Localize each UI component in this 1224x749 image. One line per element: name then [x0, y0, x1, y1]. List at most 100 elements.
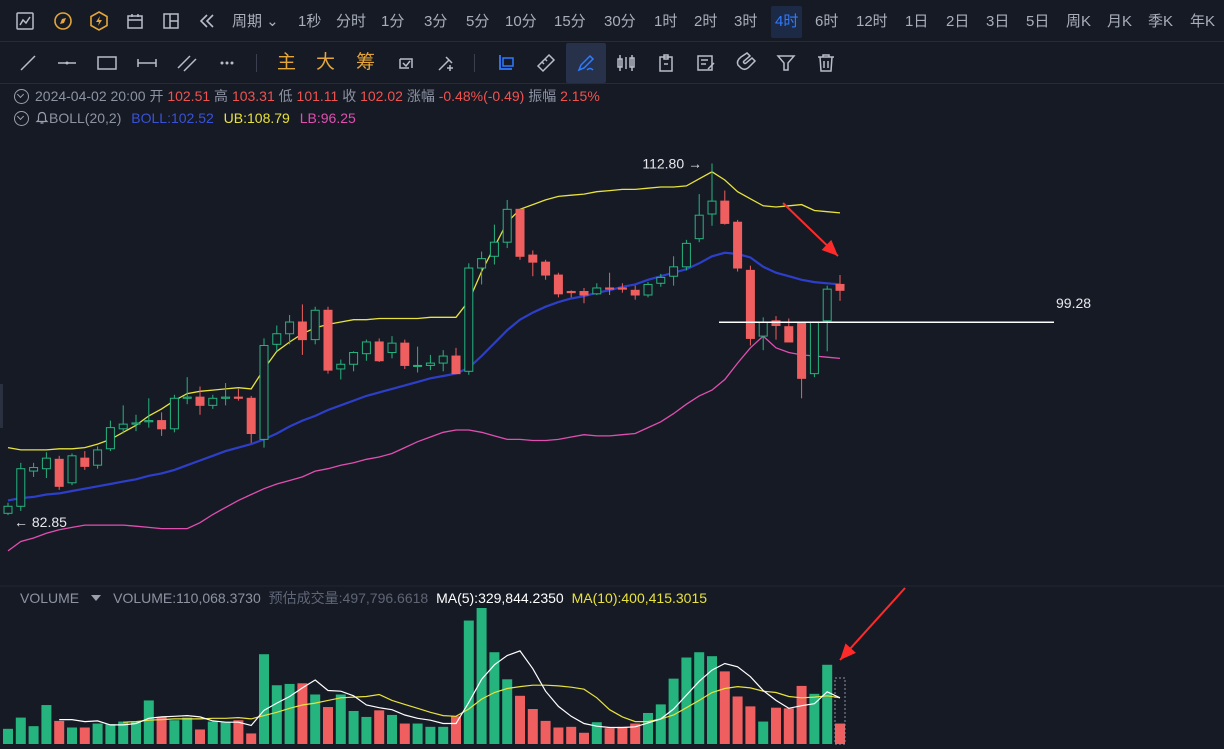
volume-bar[interactable] — [527, 709, 538, 744]
lightning-icon[interactable] — [88, 10, 110, 32]
volume-bar[interactable] — [643, 712, 653, 744]
period-tab[interactable]: 12时 — [856, 13, 888, 30]
candle[interactable] — [528, 250, 538, 277]
candle[interactable] — [579, 287, 589, 304]
volume-bar[interactable] — [617, 726, 628, 744]
candle[interactable] — [566, 290, 576, 298]
collapse-toggle-icon[interactable] — [14, 89, 29, 104]
volume-bar[interactable] — [771, 707, 781, 744]
period-tab[interactable]: 年K — [1190, 13, 1216, 30]
volume-bar[interactable] — [310, 694, 321, 744]
candle[interactable] — [438, 350, 448, 372]
volume-bar[interactable] — [668, 678, 679, 744]
annotation-arrow-volume[interactable] — [839, 587, 906, 661]
candle[interactable] — [413, 346, 423, 373]
volume-bar[interactable] — [502, 679, 513, 744]
period-tab[interactable]: 3日 — [986, 13, 1010, 30]
volume-bar[interactable] — [566, 726, 577, 744]
period-tab[interactable]: 5分 — [466, 13, 490, 30]
horizontal-line-icon[interactable] — [55, 51, 79, 75]
volume-bar[interactable] — [835, 723, 845, 744]
candle[interactable] — [259, 338, 269, 448]
volume-bar[interactable] — [438, 726, 449, 744]
period-tab[interactable]: 4时 — [771, 6, 803, 38]
period-tab[interactable]: 6时 — [815, 13, 839, 30]
period-tab[interactable]: 2时 — [694, 13, 718, 30]
volume-bar[interactable] — [361, 716, 372, 744]
volume-bar[interactable] — [92, 723, 103, 744]
indicator-toggle-2[interactable]: 大 — [316, 52, 336, 73]
candle[interactable] — [118, 405, 128, 434]
volume-bar[interactable] — [323, 707, 333, 744]
volume-bar[interactable] — [579, 732, 589, 744]
volume-bar[interactable] — [463, 620, 474, 744]
candle[interactable] — [451, 347, 461, 375]
candle[interactable] — [221, 383, 231, 406]
candle[interactable] — [272, 325, 282, 352]
period-tab[interactable]: 1时 — [654, 13, 678, 30]
candle[interactable] — [374, 338, 384, 362]
candle[interactable] — [323, 306, 333, 374]
volume-bar[interactable] — [451, 716, 461, 744]
indicator-toggle-1[interactable]: 主 — [277, 52, 297, 73]
candle[interactable] — [489, 224, 499, 265]
candle[interactable] — [515, 208, 525, 260]
volume-bar[interactable] — [745, 706, 756, 744]
measure-icon[interactable] — [135, 51, 159, 75]
pencil-icon[interactable] — [566, 43, 606, 83]
area-chart-icon[interactable] — [14, 10, 36, 32]
volume-bar[interactable] — [758, 721, 769, 744]
period-tab[interactable]: 月K — [1107, 13, 1133, 30]
candle[interactable] — [656, 273, 666, 287]
period-tab[interactable]: 5日 — [1026, 13, 1050, 30]
candle[interactable] — [733, 219, 743, 272]
volume-bar[interactable] — [655, 704, 666, 744]
volume-bar[interactable] — [604, 728, 615, 744]
candle[interactable] — [387, 336, 397, 359]
compass-icon[interactable] — [52, 10, 74, 32]
volume-bar[interactable] — [374, 710, 385, 744]
copy-icon[interactable] — [494, 51, 518, 75]
candle[interactable] — [182, 377, 192, 405]
candle[interactable] — [477, 251, 487, 285]
volume-bar[interactable] — [707, 656, 717, 744]
candle[interactable] — [93, 446, 103, 469]
volume-bar[interactable] — [719, 671, 730, 744]
volume-bar[interactable] — [425, 726, 436, 744]
candle[interactable] — [41, 452, 51, 479]
period-tab[interactable]: 1秒 — [298, 13, 322, 30]
candle[interactable] — [297, 304, 307, 355]
volume-bar[interactable] — [67, 727, 77, 744]
volume-bar[interactable] — [732, 696, 743, 744]
candle[interactable] — [553, 272, 563, 298]
candle[interactable] — [16, 462, 26, 511]
collapse-toggle-icon[interactable] — [14, 111, 29, 126]
candle[interactable] — [605, 272, 615, 296]
volume-bar[interactable] — [207, 721, 218, 744]
volume-bar[interactable] — [54, 720, 65, 744]
candle[interactable] — [400, 339, 410, 369]
volume-dropdown-icon[interactable] — [91, 595, 102, 601]
clipboard-icon[interactable] — [654, 51, 678, 75]
candle[interactable] — [3, 502, 13, 516]
volume-bar[interactable] — [233, 720, 244, 744]
volume-bar[interactable] — [553, 727, 564, 744]
volume-bar[interactable] — [259, 654, 269, 744]
candle[interactable] — [809, 321, 819, 378]
candle[interactable] — [195, 386, 205, 415]
candle[interactable] — [349, 351, 359, 372]
rectangle-icon[interactable] — [95, 51, 119, 75]
filter-icon[interactable] — [774, 51, 798, 75]
volume-bar[interactable] — [220, 722, 231, 744]
volume-bar[interactable] — [540, 720, 551, 744]
volume-bar[interactable] — [399, 723, 410, 744]
period-tab[interactable]: 周K — [1066, 13, 1092, 30]
volume-bar[interactable] — [822, 664, 833, 744]
volume-bar[interactable] — [783, 708, 794, 744]
annotation-arrow-price[interactable] — [782, 202, 839, 257]
candle[interactable] — [246, 395, 256, 443]
period-tab[interactable]: 季K — [1148, 13, 1174, 30]
parallel-channel-icon[interactable] — [175, 51, 199, 75]
volume-bar[interactable] — [182, 717, 193, 744]
